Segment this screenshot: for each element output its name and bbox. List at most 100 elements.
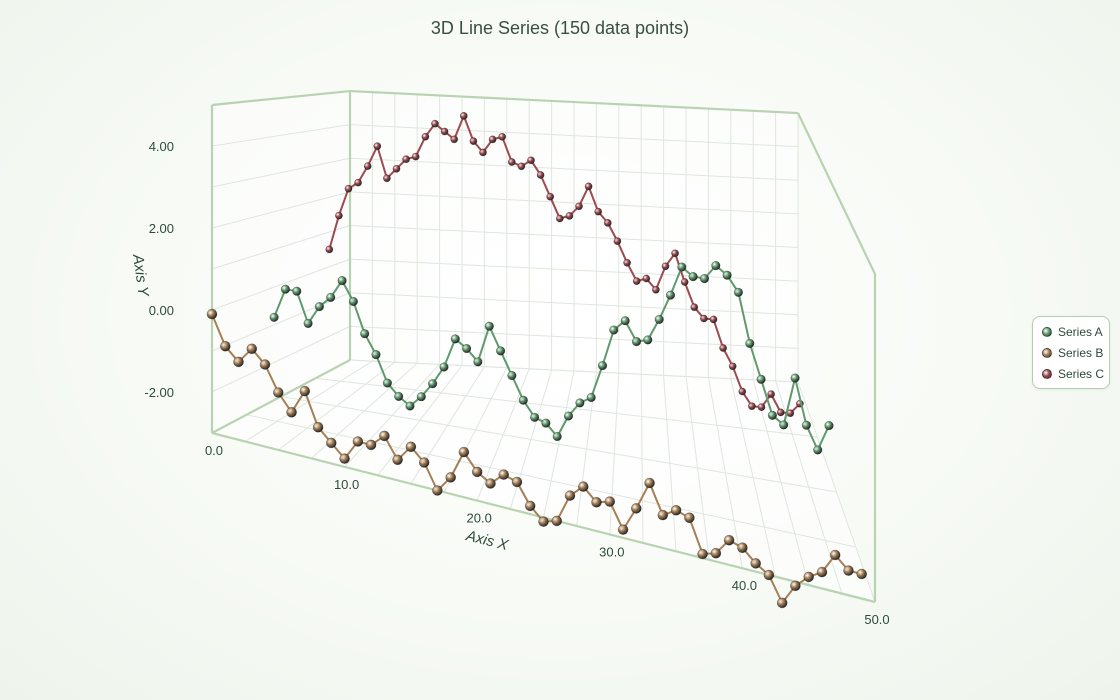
- data-point[interactable]: [348, 296, 359, 307]
- data-point[interactable]: [632, 277, 641, 285]
- data-point[interactable]: [709, 315, 718, 324]
- data-point[interactable]: [654, 314, 664, 325]
- data-point[interactable]: [450, 135, 459, 144]
- data-point[interactable]: [517, 162, 526, 171]
- data-point[interactable]: [767, 390, 775, 398]
- data-point[interactable]: [801, 420, 812, 430]
- data-point[interactable]: [613, 237, 622, 245]
- data-point[interactable]: [303, 318, 313, 329]
- data-point[interactable]: [750, 558, 762, 569]
- data-point[interactable]: [671, 249, 679, 258]
- data-point[interactable]: [728, 362, 737, 371]
- data-point[interactable]: [767, 410, 778, 420]
- data-point[interactable]: [538, 516, 549, 527]
- data-point[interactable]: [529, 412, 540, 422]
- data-point[interactable]: [677, 262, 687, 272]
- data-point[interactable]: [779, 420, 789, 430]
- data-point[interactable]: [498, 469, 510, 480]
- data-point[interactable]: [652, 285, 660, 294]
- data-point[interactable]: [498, 132, 507, 141]
- data-point[interactable]: [541, 418, 551, 428]
- data-point[interactable]: [536, 171, 545, 179]
- data-point[interactable]: [405, 441, 417, 453]
- data-point[interactable]: [382, 174, 391, 183]
- data-point[interactable]: [325, 245, 334, 254]
- data-point[interactable]: [314, 302, 325, 312]
- data-point[interactable]: [259, 359, 271, 370]
- data-point[interactable]: [586, 392, 596, 403]
- data-point[interactable]: [575, 398, 585, 408]
- data-point[interactable]: [790, 580, 801, 592]
- data-point[interactable]: [439, 362, 449, 372]
- data-point[interactable]: [555, 214, 564, 223]
- data-point[interactable]: [485, 478, 496, 489]
- data-point[interactable]: [272, 387, 284, 398]
- data-point[interactable]: [418, 457, 430, 468]
- data-point[interactable]: [325, 437, 337, 449]
- data-point[interactable]: [379, 430, 390, 442]
- data-point[interactable]: [552, 431, 562, 442]
- data-point[interactable]: [790, 373, 800, 383]
- data-point[interactable]: [843, 565, 854, 576]
- data-point[interactable]: [337, 276, 347, 286]
- legend-item-series-c[interactable]: Series C: [1033, 363, 1109, 384]
- data-point[interactable]: [462, 343, 472, 354]
- data-point[interactable]: [292, 286, 302, 296]
- data-point[interactable]: [643, 335, 653, 345]
- data-point[interactable]: [617, 524, 629, 535]
- data-point[interactable]: [644, 477, 655, 489]
- data-point[interactable]: [440, 127, 449, 136]
- data-point[interactable]: [392, 454, 403, 466]
- data-point[interactable]: [710, 547, 722, 559]
- data-point[interactable]: [469, 137, 478, 145]
- data-point[interactable]: [459, 112, 468, 120]
- data-point[interactable]: [631, 337, 642, 347]
- data-point[interactable]: [450, 334, 460, 344]
- data-point[interactable]: [737, 542, 748, 554]
- data-point[interactable]: [392, 164, 401, 173]
- data-point[interactable]: [816, 566, 828, 578]
- data-point[interactable]: [763, 569, 775, 581]
- data-point[interactable]: [597, 361, 608, 371]
- data-point[interactable]: [431, 119, 439, 128]
- data-point[interactable]: [688, 272, 698, 282]
- data-point[interactable]: [711, 261, 721, 271]
- data-point[interactable]: [496, 346, 506, 356]
- data-point[interactable]: [233, 356, 244, 368]
- data-point[interactable]: [382, 378, 393, 388]
- data-point[interactable]: [394, 391, 404, 402]
- data-point[interactable]: [371, 350, 381, 360]
- data-point[interactable]: [591, 496, 602, 508]
- data-point[interactable]: [594, 207, 603, 216]
- data-point[interactable]: [623, 258, 631, 267]
- data-point[interactable]: [748, 402, 756, 411]
- data-point[interactable]: [609, 325, 619, 335]
- data-point[interactable]: [458, 446, 470, 458]
- data-point[interactable]: [551, 515, 563, 527]
- data-point[interactable]: [511, 476, 523, 488]
- data-point[interactable]: [405, 401, 415, 411]
- data-point[interactable]: [700, 314, 708, 323]
- data-point[interactable]: [339, 453, 350, 464]
- data-point[interactable]: [280, 284, 291, 294]
- data-point[interactable]: [603, 218, 612, 227]
- data-point[interactable]: [722, 270, 732, 280]
- data-point[interactable]: [776, 408, 785, 417]
- data-point[interactable]: [661, 262, 670, 271]
- data-point[interactable]: [697, 548, 708, 560]
- data-point[interactable]: [312, 421, 324, 433]
- data-point[interactable]: [856, 568, 868, 580]
- data-point[interactable]: [524, 500, 536, 512]
- data-point[interactable]: [518, 395, 528, 405]
- data-point[interactable]: [733, 287, 744, 297]
- data-point[interactable]: [363, 162, 372, 170]
- data-point[interactable]: [352, 436, 364, 447]
- data-point[interactable]: [507, 370, 517, 381]
- data-point[interactable]: [690, 303, 699, 312]
- data-point[interactable]: [776, 597, 788, 609]
- data-point[interactable]: [344, 184, 353, 193]
- data-point[interactable]: [630, 503, 642, 514]
- data-point[interactable]: [757, 403, 766, 411]
- data-point[interactable]: [488, 135, 497, 144]
- data-point[interactable]: [824, 421, 834, 431]
